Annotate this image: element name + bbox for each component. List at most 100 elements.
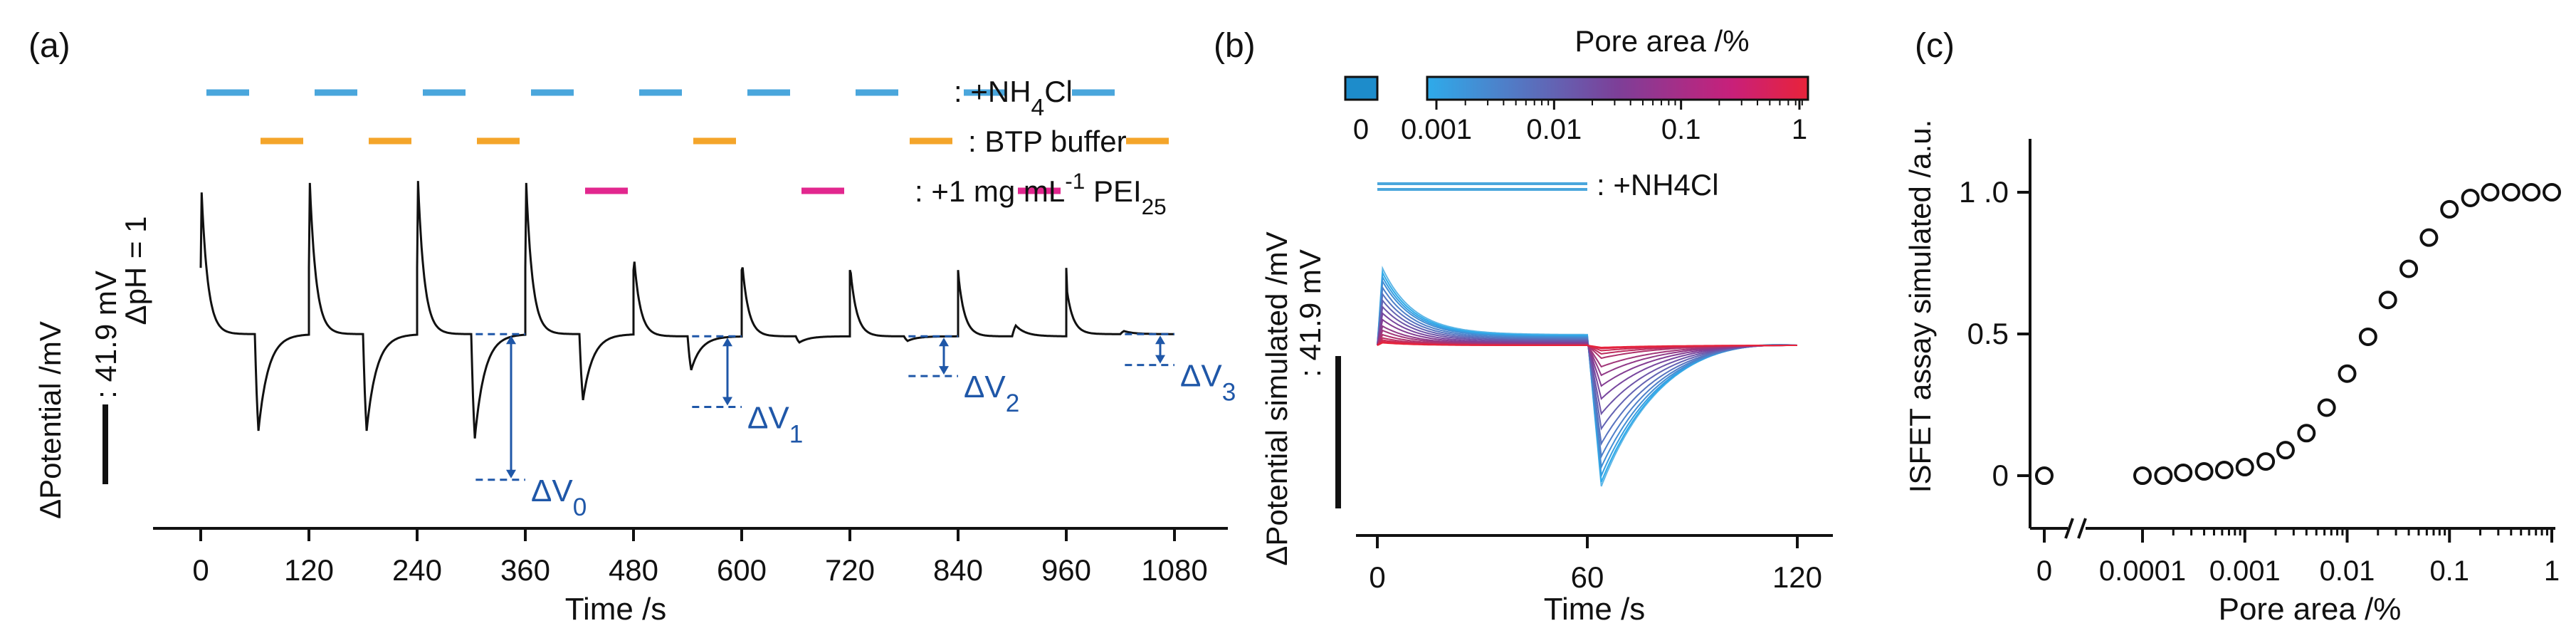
x-tick-label: 840 [933,553,983,587]
delta-arrow-head [1155,335,1165,345]
colorbar-zero-label: 0 [1353,114,1369,145]
x-tick-label: 0 [2036,555,2052,587]
delta-arrow-head [506,469,516,479]
colorbar-tick-label: 0.001 [1401,114,1472,145]
x-tick-label: 360 [500,553,550,587]
panel-a-ylabel: ΔPotential /mV [33,321,67,519]
data-point [2174,464,2193,483]
panel-b-series-line [1377,270,1798,483]
data-point [2522,183,2541,202]
x-tick-label: 600 [717,553,767,587]
panel-a-delta-annotations: ΔV0 ΔV1 ΔV2 ΔV3 [475,333,1236,521]
panel-b-traces [1377,266,1798,487]
delta-arrow-head [939,366,949,375]
colorbar [1426,75,1809,101]
panel-a-scalebar-ph-label: ΔpH = 1 [119,216,152,325]
panel-b-series-line [1377,305,1797,416]
colorbar-tick-label: 0.1 [1661,114,1701,145]
panel-b-series-line [1377,278,1798,470]
panel-a-label: (a) [28,27,70,65]
panel-c-label: (c) [1915,27,1955,65]
data-point [2256,452,2276,471]
data-point [2543,183,2561,202]
data-point [2276,441,2295,460]
data-point [2378,291,2397,310]
x-tick-label: 60 [1571,560,1604,594]
colorbar-zero-swatch [1344,75,1379,101]
data-point [2501,183,2520,202]
panel-a-xlabel: Time /s [565,592,667,627]
panel-b-series-line [1377,266,1798,487]
panel-a-x-ticks: 0 120 240 360 480 600 720 840 960 1080 [192,528,1208,587]
data-point [2035,466,2054,485]
data-point [2297,424,2316,443]
legend-b-nh4cl-label: : +NH4Cl [1597,168,1719,202]
x-tick-label: 0.0001 [2099,555,2186,587]
panel-b-scalebar-label: : 41.9 mV [1293,249,1327,377]
panel-c-points [2035,183,2561,485]
x-tick-label: 960 [1041,553,1091,587]
delta-label: ΔV0 [531,474,587,521]
x-tick-label: 1 [2544,555,2560,587]
panel-b-x-ticks: 0 60 120 [1369,535,1822,594]
data-point [2338,364,2357,383]
panel-b-series-line [1377,274,1798,479]
x-tick-label: 0.01 [2320,555,2375,587]
y-tick-label: 0 [1992,459,2009,492]
data-point [2358,327,2377,346]
colorbar-ticks: 0.001 0.01 0.1 1 [1401,100,1807,145]
data-point [2194,462,2214,481]
x-tick-label: 720 [825,553,875,587]
delta-arrow-head [722,397,732,406]
panel-b-series-line [1377,285,1798,459]
x-tick-label: 1080 [1141,553,1207,587]
x-tick-label: 240 [392,553,442,587]
panel-b-series-line [1377,298,1798,431]
x-tick-label: 0.001 [2209,555,2281,587]
data-point [2481,183,2500,202]
delta-arrow-head [939,338,949,347]
colorbar-title: Pore area /% [1574,24,1749,58]
data-point [2419,228,2439,247]
data-point [2133,466,2152,485]
legend-btp-buffer-label: : BTP buffer [968,125,1127,158]
y-tick-label: 1 .0 [1959,175,2009,209]
panel-c-ylabel: ISFET assay simulated /a.u. [1903,120,1937,493]
axis-break-icon [2064,518,2087,539]
data-point [2317,398,2336,417]
legend-pei-label: : +1 mg mL-1 PEI25 [915,168,1167,219]
colorbar-tick-label: 1 [1792,114,1807,145]
data-point [2154,466,2173,485]
data-point [2461,188,2480,207]
data-point [2440,199,2459,219]
panel-b-label: (b) [1214,27,1256,65]
panel-a-scalebar-mv-label: : 41.9 mV [89,271,122,399]
panel-c-xlabel: Pore area /% [2219,592,2402,627]
y-tick-label: 0.5 [1967,317,2009,350]
colorbar-tick-label: 0.01 [1526,114,1582,145]
x-tick-label: 0.1 [2429,555,2469,587]
x-tick-label: 0 [1369,560,1385,594]
legend-b-nh4cl [1377,182,1587,191]
panel-c: (c) ISFET assay simulated /a.u. 0 0.5 1 .0… [1903,27,2561,627]
data-point [2235,458,2254,477]
delta-arrow-head [722,338,732,347]
panel-a: (a) : +NH4Cl : BTP buffer : +1 mg mL-1 P… [28,27,1236,627]
panel-b-series-line [1377,342,1797,349]
panel-b: (b) Pore area /% 0 0.001 0.01 0.1 1 ΔPotent… [1214,24,1833,627]
panel-a-trace-group [199,181,1174,439]
delta-label: ΔV1 [747,401,803,449]
delta-label: ΔV3 [1180,359,1236,407]
panel-b-xlabel: Time /s [1544,592,1646,627]
delta-label: ΔV2 [964,370,1019,417]
x-tick-label: 480 [609,553,658,587]
delta-arrow-head [506,335,516,345]
data-point [2214,461,2234,480]
panel-a-trace [199,181,1174,439]
x-tick-label: 120 [284,553,334,587]
panel-b-series-line [1377,292,1798,446]
legend-nh4cl-label: : +NH4Cl [954,75,1073,121]
panel-b-ylabel: ΔPotential simulated /mV [1260,231,1293,565]
data-point [2399,259,2419,278]
